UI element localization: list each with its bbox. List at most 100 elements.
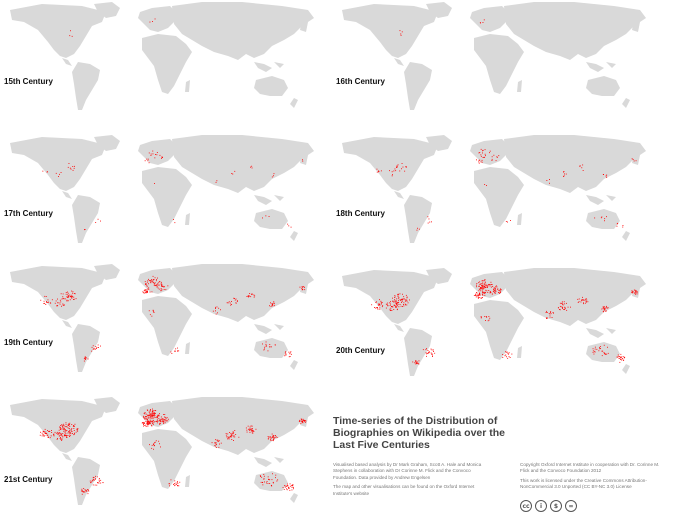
biography-dot [75, 431, 77, 433]
biography-dot [212, 310, 214, 312]
biography-dot [429, 221, 431, 223]
biography-dot [77, 430, 79, 432]
land-shape [404, 328, 432, 376]
biography-dot [505, 354, 507, 356]
biography-dot [398, 297, 400, 299]
biography-dot [88, 490, 90, 492]
biography-dot [70, 168, 72, 170]
biography-dot [433, 351, 434, 352]
biography-dot [299, 286, 301, 288]
biography-dot [605, 306, 607, 308]
land-shape [586, 76, 620, 96]
biography-dot [396, 166, 398, 168]
land-shape [475, 277, 481, 285]
biography-dot [57, 433, 59, 435]
century-label: 18th Century [336, 209, 385, 218]
biography-dot [97, 344, 99, 346]
biography-dot [475, 296, 477, 298]
biography-dot [46, 302, 48, 303]
biography-dot [146, 424, 148, 426]
biography-dot [397, 302, 399, 304]
land-shape [274, 62, 284, 68]
biography-dot [412, 361, 414, 363]
biography-dot [60, 437, 61, 438]
biography-dot [494, 293, 496, 294]
land-shape [426, 268, 452, 284]
biography-dot [546, 317, 547, 319]
biography-dot [154, 282, 156, 284]
biography-dot [69, 296, 71, 298]
land-shape [72, 324, 100, 372]
biography-dot [154, 413, 156, 414]
biography-dot [473, 295, 475, 296]
biography-dot [77, 428, 79, 429]
land-shape [517, 346, 522, 358]
biography-dot [507, 221, 508, 223]
biography-dot [253, 296, 255, 298]
credit-line: The map and other visualisations can be … [333, 484, 475, 490]
biography-dot [434, 352, 436, 354]
biography-dot [158, 284, 160, 286]
biography-dot [293, 488, 294, 490]
biography-dot [489, 291, 491, 292]
biography-dot [399, 170, 401, 172]
biography-dot [150, 415, 151, 417]
biography-dot [387, 302, 389, 304]
biography-dot [155, 417, 157, 418]
biography-dot [159, 419, 161, 421]
biography-dot [483, 287, 485, 289]
land-shape [632, 153, 640, 165]
biography-dot [286, 486, 288, 487]
land-shape [143, 144, 149, 152]
biography-dot [235, 434, 237, 435]
biography-dot [269, 483, 271, 484]
biography-dot [398, 301, 400, 303]
biography-dot [58, 302, 60, 304]
biography-dot [562, 304, 564, 305]
biography-dot [225, 434, 227, 436]
biography-dot [414, 362, 416, 364]
biography-dot [151, 420, 153, 422]
biography-dot [494, 287, 495, 289]
biography-dot [581, 167, 583, 169]
biography-dot [91, 346, 93, 348]
biography-dot [604, 353, 606, 354]
credits-right: Copyright Oxford Internet Institute in c… [520, 462, 692, 491]
biography-dot [395, 300, 397, 302]
biography-dot [560, 306, 562, 308]
biography-dot [90, 482, 91, 484]
biography-dot [66, 435, 68, 437]
biography-dot [232, 432, 233, 434]
biography-dot [272, 303, 274, 304]
biography-dot [61, 434, 63, 436]
biography-dot [154, 277, 156, 279]
biography-dot [155, 280, 157, 282]
biography-dot [581, 299, 582, 301]
biography-dot [67, 435, 69, 436]
biography-dot [272, 482, 274, 484]
biography-dot [394, 299, 395, 301]
biography-dot [490, 284, 492, 285]
biography-dot [289, 485, 291, 487]
biography-dot [417, 361, 418, 363]
biography-dot [61, 440, 63, 441]
biography-dot [586, 301, 587, 303]
biography-dot [76, 428, 78, 430]
biography-dot [60, 434, 62, 436]
biography-dot [567, 306, 569, 308]
figure-title: Time-series of the Distribution of Biogr… [333, 415, 523, 451]
biography-dot [228, 437, 230, 439]
biography-dot [378, 170, 379, 172]
biography-dot [480, 297, 482, 299]
biography-dot [143, 412, 145, 414]
biography-dot [400, 33, 402, 35]
biography-dot [477, 296, 479, 298]
biography-dot [157, 287, 159, 289]
biography-dot [60, 438, 62, 440]
biography-dot [177, 347, 178, 349]
biography-dot [394, 296, 396, 298]
biography-dot [149, 416, 151, 418]
biography-dot [291, 489, 293, 491]
land-shape [504, 135, 646, 193]
biography-dot [86, 489, 88, 491]
